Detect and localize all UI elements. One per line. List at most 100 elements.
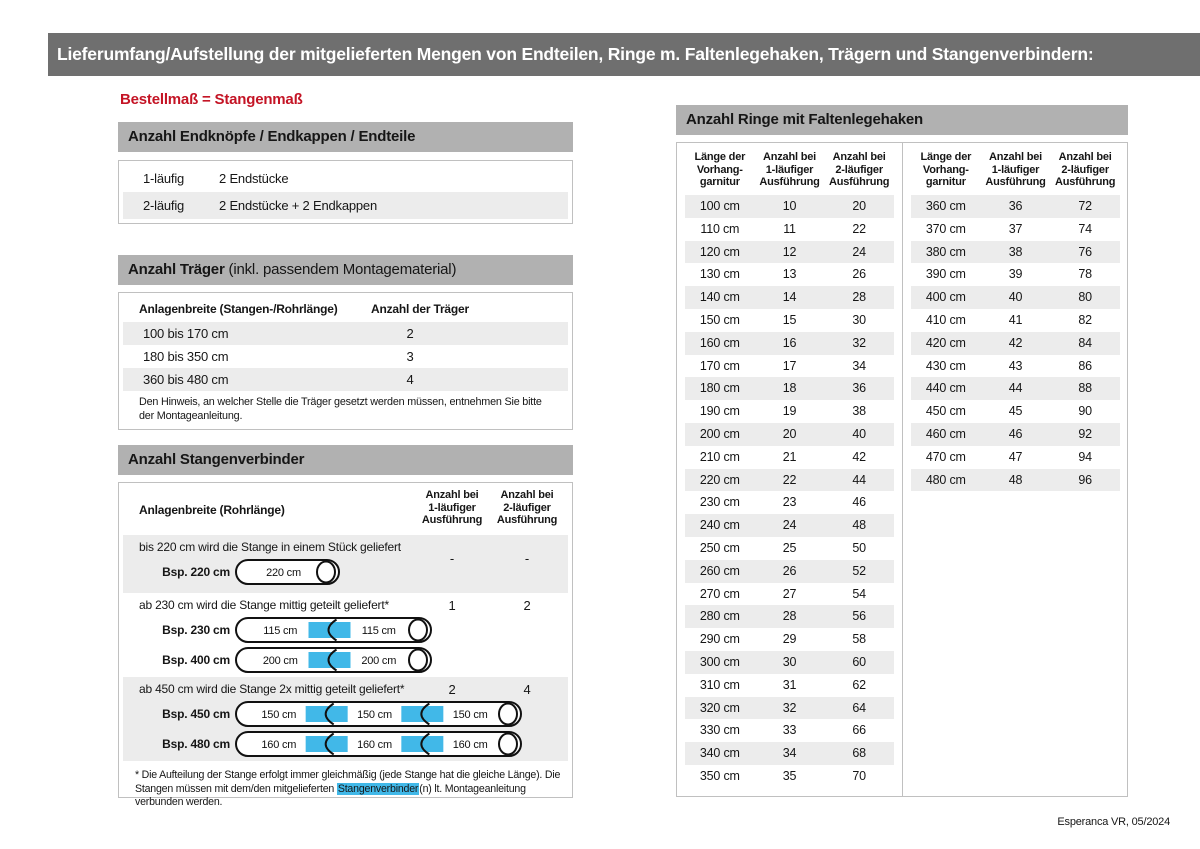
ring-table-cell: 210 cm [699,449,740,464]
ring-table-row: 270 cm 27 54 [685,583,894,606]
ring-table-cell: 18 [782,381,797,396]
svg-text:220 cm: 220 cm [266,567,301,579]
column-header-1run: Anzahl bei 1-läufiger Ausführung [985,151,1046,188]
ring-table-cell: 80 [1078,290,1092,305]
ring-table-cell: 78 [1078,267,1092,282]
ring-table-row: 380 cm 38 76 [911,240,1120,264]
run-type-label: 2-läufig [143,198,185,213]
table-row: 100 bis 170 cm 2 [123,322,568,345]
ring-table-cell: 480 cm [925,472,966,487]
ring-table-cell: 340 cm [699,746,740,761]
ring-table-cell: 17 [782,358,797,373]
ring-table-cell: 120 cm [699,244,740,259]
footnote-highlight: Stangenverbinder [336,782,420,795]
column-header-length: Länge der Vorhang- garnitur [920,151,972,188]
ring-table-cell: 350 cm [699,768,740,783]
endpieces-value: 2 Endstücke + 2 Endkappen [219,198,377,213]
ring-table-cell: 110 cm [700,221,740,236]
connector-row-split-once: ab 230 cm wird die Stange mittig geteilt… [123,593,568,677]
ring-table-cell: 44 [1008,381,1023,396]
table-header-row: Länge der Vorhang- garnitur Anzahl bei 1… [911,151,1120,195]
ring-table-cell: 31 [782,677,797,692]
ring-table-cell: 20 [852,199,866,213]
count-1run: 2 [448,682,456,697]
ring-table-row: 300 cm 30 60 [685,650,894,674]
ring-table-cell: 160 cm [699,335,740,350]
ring-table-cell: 38 [1008,244,1023,259]
ring-table-cell: 230 cm [699,495,740,510]
connector-row-split-twice: ab 450 cm wird die Stange 2x mittig gete… [123,677,568,761]
rod-graphic: 160 cm 160 cm 160 cm [235,731,522,757]
ring-table-row: 480 cm 48 96 [911,468,1120,492]
row-description: bis 220 cm wird die Stange in einem Stüc… [139,540,401,554]
rod-end-cap [408,648,428,672]
column-header-2run: Anzahl bei 2-läufiger Ausführung [828,151,890,188]
ring-table-cell: 22 [852,221,866,236]
ring-table-cell: 21 [782,449,797,464]
ring-table-cell: 30 [782,654,797,669]
ring-table-row: 250 cm 25 50 [685,537,894,560]
rod-example-row: Bsp. 220 cm 220 cm [123,559,568,585]
ring-table-cell: 270 cm [699,586,740,601]
bracket-count: 3 [406,349,414,364]
column-header-1run: Anzahl bei 1-läufiger Ausführung [421,489,483,526]
ring-table-row: 410 cm 41 82 [911,309,1120,332]
ring-table-row: 190 cm 19 38 [685,400,894,423]
ring-table-cell: 44 [852,472,866,487]
ring-table-cell: 150 cm [699,312,740,327]
ring-table-row: 370 cm 37 74 [911,218,1120,241]
ring-table-cell: 22 [782,472,797,487]
ring-table-cell: 19 [782,404,797,419]
table-header-row: Länge der Vorhang- garnitur Anzahl bei 1… [685,151,894,195]
footnote-text: * Die Aufteilung der Stange erfolgt imme… [135,769,561,795]
rod-example-label: Bsp. 400 cm [162,653,230,667]
page-header-band: Lieferumfang/Aufstellung der mitgeliefer… [48,33,1200,76]
ring-table-cell: 28 [782,609,797,624]
table-row: 180 bis 350 cm 3 [123,345,568,368]
ring-table-cell: 10 [782,199,797,213]
joint-arc [324,732,335,756]
connectors-table: Anlagenbreite (Rohrlänge) Anzahl bei 1-l… [118,482,573,808]
ring-table-row: 390 cm 39 78 [911,263,1120,286]
brackets-table: Anlagenbreite (Stangen-/Rohrlänge) Anzah… [118,292,573,430]
ring-table-cell: 36 [852,381,866,396]
ring-table-row: 150 cm 15 30 [685,309,894,332]
rod-graphic: 200 cm 200 cm [235,647,432,673]
ring-table-cell: 72 [1078,199,1092,213]
footnote-text: (n) lt. Montageanleitung verbunden werde… [135,782,526,809]
ring-table-row: 440 cm 44 88 [911,377,1120,401]
table-divider [902,143,903,796]
ring-table-cell: 60 [852,654,866,669]
brackets-note: Den Hinweis, an welcher Stelle die Träge… [139,396,542,422]
ring-table-row: 340 cm 34 68 [685,742,894,765]
ring-table-cell: 16 [782,335,797,350]
ring-table-cell: 43 [1008,358,1023,373]
ring-table-cell: 96 [1078,472,1092,487]
ring-table-cell: 200 cm [699,426,740,441]
ring-table-cell: 260 cm [699,563,740,578]
ring-table-row: 450 cm 45 90 [911,400,1120,423]
ring-table-cell: 42 [1008,335,1023,350]
ring-table-cell: 70 [852,768,866,783]
svg-text:150 cm: 150 cm [357,709,392,721]
rod-example-row: Bsp. 450 cm 150 cm 150 cm 150 cm [123,701,568,727]
joint-arc [327,618,338,642]
rod-example-graphic: 220 cm [235,559,340,590]
ring-table-row: 200 cm 20 40 [685,422,894,446]
ring-table-cell: 46 [1008,426,1023,441]
ring-table-cell: 86 [1078,358,1092,373]
ring-table-cell: 32 [852,335,866,350]
ring-table-cell: 52 [852,563,866,578]
ring-table-cell: 30 [852,312,866,327]
ring-table-row: 430 cm 43 86 [911,355,1120,378]
ring-table-row: 360 cm 36 72 [911,195,1120,218]
ring-table-cell: 250 cm [699,540,740,555]
ring-table-cell: 360 cm [925,199,966,213]
rod-example-label: Bsp. 450 cm [162,707,230,721]
run-type-label: 1-läufig [143,171,185,186]
ring-table-cell: 84 [1078,335,1092,350]
joint-arc [324,702,335,726]
ring-table-cell: 39 [1008,267,1023,282]
ring-table-cell: 12 [782,244,797,259]
order-measure-note: Bestellmaß = Stangenmaß [120,91,303,108]
